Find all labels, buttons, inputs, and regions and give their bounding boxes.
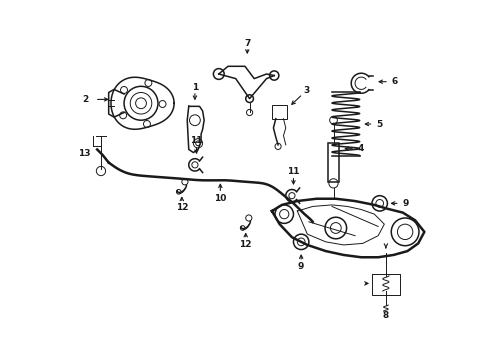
Text: 3: 3 [303, 86, 310, 95]
Bar [328, 143, 339, 182]
Text: 10: 10 [214, 194, 226, 203]
Text: 11: 11 [190, 136, 203, 145]
Text: 12: 12 [175, 203, 188, 212]
Text: 7: 7 [244, 39, 250, 48]
Text: 11: 11 [287, 167, 300, 176]
Text: 1: 1 [192, 82, 198, 91]
Text: 9: 9 [403, 199, 409, 208]
Text: 2: 2 [82, 95, 89, 104]
Bar [272, 105, 287, 119]
Text: 6: 6 [391, 77, 397, 86]
Text: 4: 4 [358, 144, 365, 153]
Text: 9: 9 [298, 262, 304, 271]
Text: 13: 13 [78, 149, 90, 158]
Text: 5: 5 [377, 120, 383, 129]
Text: 8: 8 [383, 311, 389, 320]
Text: 12: 12 [240, 240, 252, 249]
